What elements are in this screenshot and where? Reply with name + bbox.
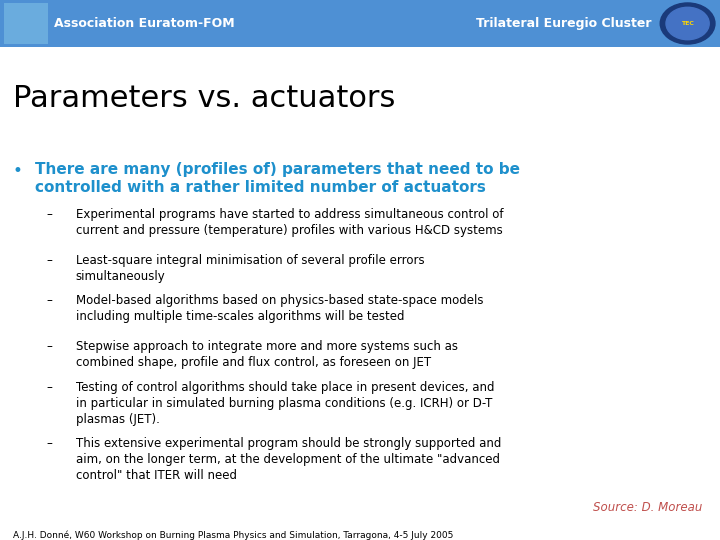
Text: A.J.H. Donné, W60 Workshop on Burning Plasma Physics and Simulation, Tarragona, : A.J.H. Donné, W60 Workshop on Burning Pl… — [13, 530, 454, 540]
Text: –: – — [47, 437, 53, 450]
Circle shape — [660, 3, 715, 44]
FancyBboxPatch shape — [4, 3, 48, 44]
FancyBboxPatch shape — [0, 0, 720, 47]
Text: Experimental programs have started to address simultaneous control of
current an: Experimental programs have started to ad… — [76, 208, 503, 237]
Text: Parameters vs. actuators: Parameters vs. actuators — [13, 84, 395, 113]
Text: TEC: TEC — [681, 21, 694, 26]
Text: Testing of control algorithms should take place in present devices, and
in parti: Testing of control algorithms should tak… — [76, 381, 494, 426]
Text: Model-based algorithms based on physics-based state-space models
including multi: Model-based algorithms based on physics-… — [76, 294, 483, 323]
Text: This extensive experimental program should be strongly supported and
aim, on the: This extensive experimental program shou… — [76, 437, 501, 482]
Text: •: • — [13, 162, 23, 180]
Text: –: – — [47, 208, 53, 221]
Text: –: – — [47, 254, 53, 267]
Text: Source: D. Moreau: Source: D. Moreau — [593, 501, 702, 514]
Text: Association Euratom-FOM: Association Euratom-FOM — [54, 17, 235, 30]
Text: Stepwise approach to integrate more and more systems such as
combined shape, pro: Stepwise approach to integrate more and … — [76, 340, 458, 369]
Text: –: – — [47, 294, 53, 307]
Text: –: – — [47, 381, 53, 394]
Text: Least-square integral minimisation of several profile errors
simultaneously: Least-square integral minimisation of se… — [76, 254, 424, 283]
Text: Trilateral Euregio Cluster: Trilateral Euregio Cluster — [476, 17, 652, 30]
Text: There are many (profiles of) parameters that need to be
controlled with a rather: There are many (profiles of) parameters … — [35, 162, 520, 195]
Circle shape — [666, 7, 709, 40]
Text: –: – — [47, 340, 53, 353]
